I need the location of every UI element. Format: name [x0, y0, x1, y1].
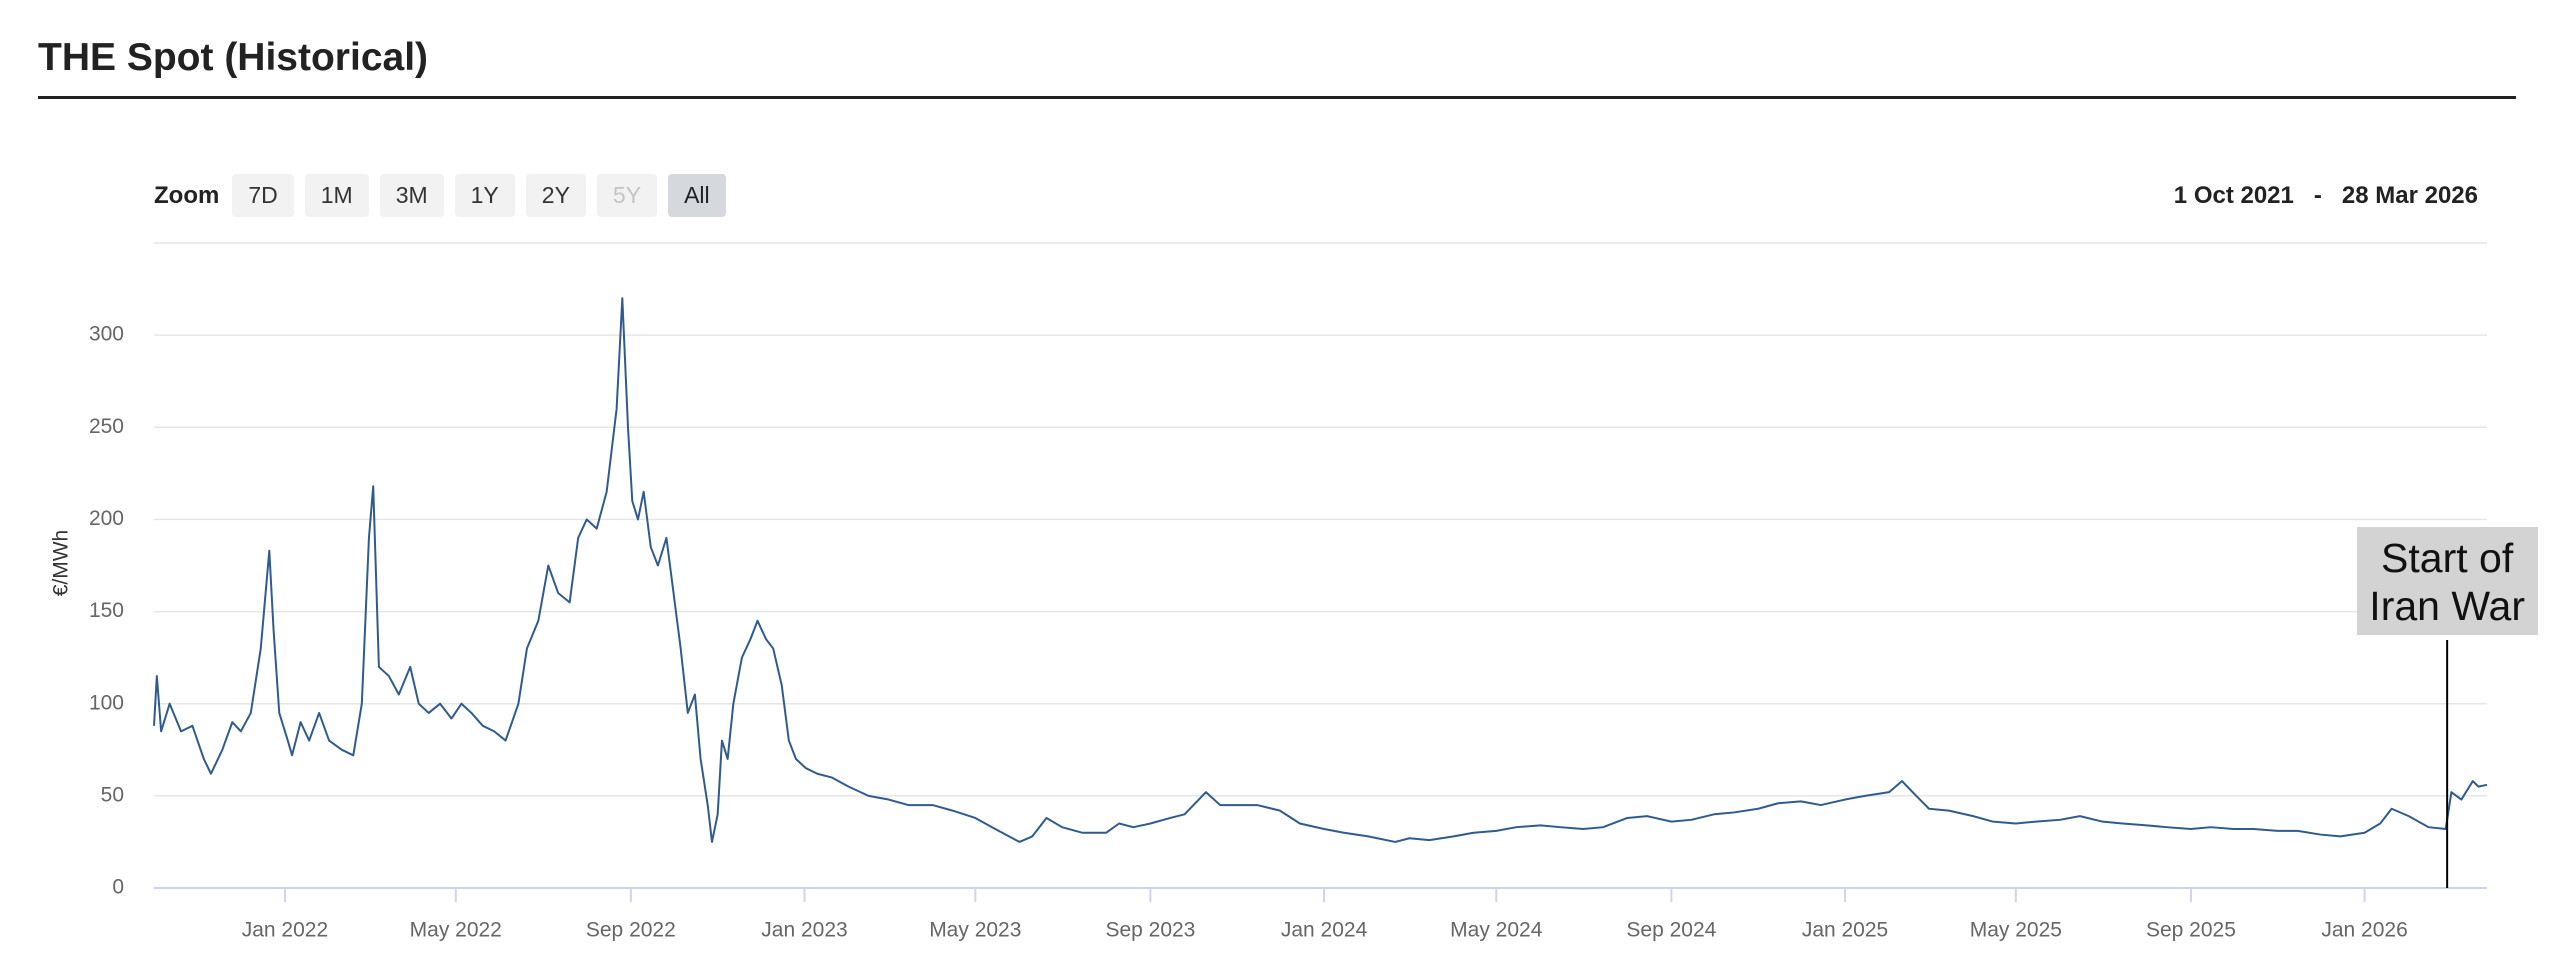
chart-title: THE Spot (Historical) — [38, 36, 429, 79]
x-tick-label: Jan 2022 — [242, 919, 328, 942]
y-tick-label: 200 — [89, 507, 124, 530]
x-tick-label: Sep 2025 — [2146, 919, 2236, 942]
zoom-button[interactable]: All — [668, 174, 726, 217]
zoom-button[interactable]: 1M — [304, 174, 369, 217]
annotation-label: Start of Iran War — [2356, 527, 2538, 635]
zoom-button[interactable]: 1Y — [454, 174, 515, 217]
x-tick-label: May 2023 — [929, 919, 1021, 942]
zoom-label: Zoom — [154, 181, 220, 209]
x-tick-label: May 2024 — [1450, 919, 1543, 942]
range-separator: - — [2313, 182, 2322, 209]
y-tick-label: 300 — [89, 323, 124, 346]
zoom-bar: Zoom 7D 1M 3M 1Y 2Y 5Y All — [154, 174, 726, 217]
x-tick-label: Jan 2024 — [1281, 919, 1368, 942]
zoom-button[interactable]: 2Y — [525, 174, 586, 217]
zoom-button[interactable]: 7D — [232, 174, 294, 217]
y-tick-label: 50 — [101, 783, 124, 806]
y-tick-label: 0 — [112, 876, 124, 899]
x-tick-label: Jan 2023 — [761, 919, 847, 942]
x-tick-label: Sep 2024 — [1626, 919, 1716, 942]
x-tick-label: Sep 2022 — [586, 919, 676, 942]
x-tick-label: Jan 2026 — [2321, 919, 2407, 942]
y-tick-label: 100 — [89, 691, 124, 714]
zoom-button: 5Y — [596, 174, 658, 217]
date-range: 1 Oct 2021 - 28 Mar 2026 — [2174, 182, 2478, 210]
x-tick-label: Sep 2023 — [1105, 919, 1195, 942]
x-tick-label: May 2022 — [410, 919, 502, 942]
range-to: 28 Mar 2026 — [2341, 182, 2478, 209]
x-tick-label: May 2025 — [1970, 919, 2062, 942]
zoom-button[interactable]: 3M — [379, 174, 444, 217]
range-from: 1 Oct 2021 — [2173, 182, 2294, 209]
y-axis-label: €/MWh — [50, 530, 73, 597]
price-line — [153, 297, 2488, 843]
title-rule — [38, 96, 2516, 99]
x-tick-label: Jan 2025 — [1802, 919, 1888, 942]
y-tick-label: 250 — [89, 415, 124, 438]
y-tick-label: 150 — [89, 599, 124, 622]
